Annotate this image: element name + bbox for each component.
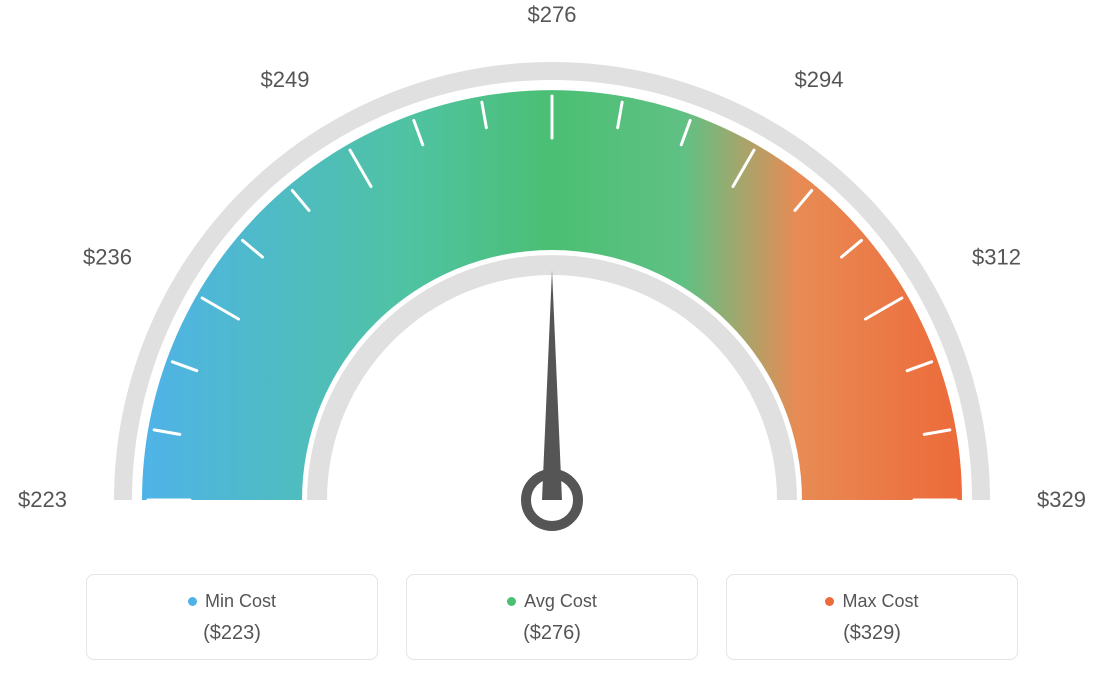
- gauge-tick-label: $249: [261, 67, 310, 92]
- gauge-tick-label: $276: [528, 2, 577, 27]
- legend-label-avg: Avg Cost: [524, 591, 597, 612]
- legend-row: Min Cost ($223) Avg Cost ($276) Max Cost…: [0, 574, 1104, 660]
- legend-value-avg: ($276): [407, 622, 697, 645]
- legend-label-max: Max Cost: [842, 591, 918, 612]
- legend-dot-min: [188, 597, 197, 606]
- legend-card-min: Min Cost ($223): [86, 574, 378, 660]
- gauge-chart-container: $223 $236 $249 $276 $294 $312 $329 Min Cost ($…: [0, 0, 1104, 690]
- legend-value-min: ($223): [87, 622, 377, 645]
- legend-card-max: Max Cost ($329): [726, 574, 1018, 660]
- gauge-tick-label: $312: [972, 245, 1021, 270]
- gauge-chart: $223 $236 $249 $276 $294 $312 $329: [0, 0, 1104, 560]
- legend-label-min: Min Cost: [205, 591, 276, 612]
- legend-card-avg: Avg Cost ($276): [406, 574, 698, 660]
- gauge-tick-label: $236: [83, 245, 132, 270]
- gauge-tick-label: $223: [18, 487, 67, 512]
- gauge-tick-label: $294: [795, 67, 844, 92]
- gauge-tick-label: $329: [1037, 487, 1086, 512]
- legend-value-max: ($329): [727, 622, 1017, 645]
- gauge-needle: [542, 270, 562, 500]
- legend-dot-max: [825, 597, 834, 606]
- legend-dot-avg: [507, 597, 516, 606]
